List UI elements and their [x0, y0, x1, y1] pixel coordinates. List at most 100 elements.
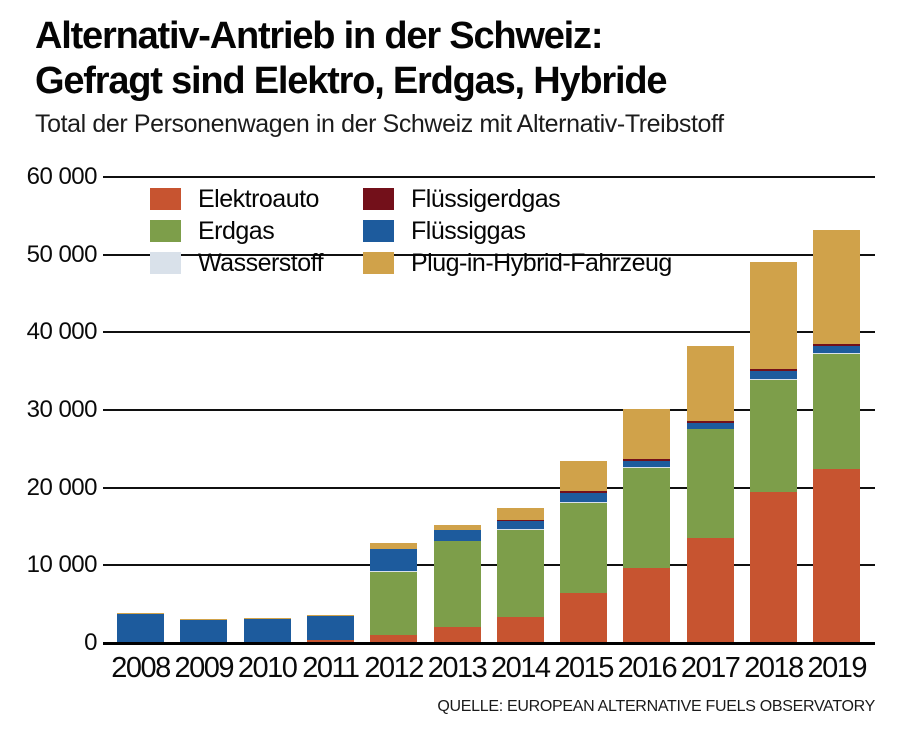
- bar-2011: [306, 615, 354, 643]
- x-axis-tick-label: 2011: [302, 652, 360, 684]
- bar-segment-fl-ssiggas-2017: [686, 423, 734, 429]
- bar-segment-wasserstoff-2018: [750, 378, 797, 380]
- bar-segment-elektroauto-2013: [433, 626, 481, 643]
- y-axis-tick-label: 50 000: [26, 240, 98, 268]
- source-caption: QUELLE: EUROPEAN ALTERNATIVE FUELS OBSER…: [437, 698, 875, 715]
- x-axis-tick-label: 2017: [680, 652, 741, 684]
- bar-segment-elektroauto-2016: [623, 567, 671, 643]
- x-axis-tick-label: 2009: [174, 652, 235, 684]
- legend-swatch-icon: [150, 252, 181, 274]
- bar-2013: [433, 524, 481, 643]
- legend-item-elektroauto: Elektroauto: [150, 185, 319, 213]
- bar-segment-fl-ssiggas-2010: [243, 618, 291, 643]
- x-axis-tick-label: 2014: [491, 652, 551, 684]
- gridline-10000: [103, 564, 875, 567]
- bar-segment-erdgas-2017: [686, 429, 734, 539]
- legend-item-plug-in-hybrid-fahrzeug: Plug-in-Hybrid-Fahrzeug: [363, 249, 672, 277]
- bar-segment-plug-in-hybrid-fahrzeug-2019: [813, 229, 861, 345]
- bar-segment-erdgas-2013: [433, 541, 481, 627]
- y-axis-tick-label: 40 000: [26, 318, 98, 346]
- bar-segment-elektroauto-2019: [813, 469, 861, 643]
- bar-segment-elektroauto-2015: [560, 593, 608, 643]
- bar-2017: [686, 346, 734, 643]
- chart-title-line2: Gefragt sind Elektro, Erdgas, Hybride: [35, 60, 668, 102]
- bar-segment-fl-ssiggas-2016: [623, 460, 671, 468]
- bar-segment-plug-in-hybrid-fahrzeug-2014: [496, 507, 544, 520]
- bar-segment-wasserstoff-2016: [623, 467, 671, 469]
- bar-2009: [180, 619, 228, 643]
- chart-subtitle: Total der Personenwagen in der Schweiz m…: [35, 110, 724, 138]
- y-axis-tick-label: 10 000: [26, 551, 98, 579]
- bar-segment-erdgas-2012: [370, 571, 418, 636]
- x-axis-tick-label: 2018: [744, 652, 804, 684]
- bar-segment-fl-ssigerdgas-2016: [623, 459, 671, 461]
- bar-segment-fl-ssigerdgas-2015: [560, 491, 608, 493]
- x-axis-tick-label: 2008: [111, 652, 171, 684]
- bar-segment-fl-ssigerdgas-2019: [813, 344, 861, 347]
- bar-segment-wasserstoff-2013: [433, 540, 481, 542]
- bar-segment-fl-ssiggas-2011: [306, 616, 354, 641]
- y-axis-tick-label: 20 000: [26, 473, 98, 501]
- y-axis-tick-label: 60 000: [26, 163, 98, 190]
- bar-2015: [560, 461, 608, 643]
- x-axis-tick-label: 2015: [554, 652, 614, 684]
- legend-item-fl-ssiggas: Flüssiggas: [363, 216, 526, 245]
- bar-segment-plug-in-hybrid-fahrzeug-2013: [433, 524, 481, 530]
- legend-swatch-icon: [363, 188, 394, 210]
- gridline-50000: [103, 253, 875, 256]
- x-axis-tick-label: 2019: [807, 652, 868, 684]
- bar-segment-plug-in-hybrid-fahrzeug-2008: [117, 613, 164, 615]
- x-axis-tick-label: 2012: [364, 652, 424, 684]
- bar-segment-fl-ssiggas-2008: [117, 614, 164, 643]
- gridline-40000: [103, 331, 875, 334]
- bar-segment-elektroauto-2012: [370, 635, 418, 643]
- legend-label: Wasserstoff: [198, 248, 324, 277]
- legend-swatch-icon: [150, 220, 181, 242]
- x-axis-tick-label: 2013: [427, 652, 488, 684]
- bar-segment-wasserstoff-2017: [686, 428, 734, 430]
- bar-2019: [813, 229, 861, 643]
- bar-segment-erdgas-2015: [560, 503, 608, 594]
- legend-item-wasserstoff: Wasserstoff: [150, 248, 324, 277]
- bar-segment-fl-ssigerdgas-2017: [686, 420, 734, 424]
- bar-segment-erdgas-2019: [813, 354, 861, 470]
- legend-label: Flüssigerdgas: [411, 184, 561, 213]
- bar-segment-fl-ssiggas-2013: [433, 530, 481, 541]
- bar-segment-fl-ssigerdgas-2013: [433, 529, 481, 531]
- bar-segment-wasserstoff-2015: [560, 502, 608, 504]
- chart-title: Alternativ-Antrieb in der Schweiz: Gefra…: [35, 14, 875, 104]
- bar-segment-plug-in-hybrid-fahrzeug-2017: [686, 346, 734, 421]
- legend-label: Erdgas: [198, 216, 275, 245]
- bar-segment-elektroauto-2017: [686, 538, 734, 643]
- bar-segment-fl-ssiggas-2018: [750, 370, 797, 379]
- bar-2014: [496, 507, 544, 643]
- bar-segment-wasserstoff-2019: [813, 352, 861, 355]
- bar-segment-fl-ssigerdgas-2018: [750, 368, 797, 371]
- bar-segment-plug-in-hybrid-fahrzeug-2009: [180, 619, 228, 621]
- bar-segment-fl-ssiggas-2009: [180, 620, 228, 643]
- gridline-20000: [103, 486, 875, 489]
- legend-label: Flüssiggas: [411, 216, 526, 245]
- bar-segment-plug-in-hybrid-fahrzeug-2016: [623, 409, 671, 460]
- gridline-30000: [103, 409, 875, 411]
- gridline-60000: [103, 176, 875, 178]
- bar-segment-fl-ssiggas-2019: [813, 346, 861, 353]
- bar-segment-plug-in-hybrid-fahrzeug-2018: [750, 262, 797, 369]
- bar-2012: [370, 543, 418, 643]
- gridline-0: [103, 641, 875, 645]
- bar-segment-fl-ssigerdgas-2014: [496, 519, 544, 522]
- bar-segment-fl-ssiggas-2015: [560, 492, 608, 503]
- bar-segment-erdgas-2018: [750, 379, 797, 493]
- x-axis-tick-label: 2016: [617, 652, 678, 684]
- bar-segment-plug-in-hybrid-fahrzeug-2012: [370, 543, 418, 550]
- bar-segment-erdgas-2014: [496, 530, 544, 617]
- legend-swatch-icon: [150, 188, 181, 210]
- bar-segment-fl-ssiggas-2012: [370, 549, 418, 572]
- bar-segment-wasserstoff-2014: [496, 529, 544, 531]
- legend-swatch-icon: [363, 220, 394, 242]
- bar-2008: [117, 613, 164, 643]
- x-axis-tick-label: 2010: [237, 652, 298, 684]
- bar-segment-plug-in-hybrid-fahrzeug-2011: [306, 615, 354, 617]
